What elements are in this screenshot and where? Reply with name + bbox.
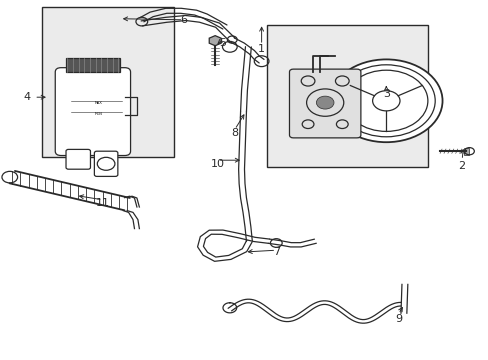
Text: 8: 8 bbox=[231, 128, 238, 138]
Text: 7: 7 bbox=[272, 247, 279, 257]
Text: 10: 10 bbox=[210, 159, 224, 169]
Circle shape bbox=[316, 96, 333, 109]
Text: MIN: MIN bbox=[95, 112, 103, 117]
Text: 3: 3 bbox=[382, 89, 389, 99]
FancyBboxPatch shape bbox=[66, 149, 90, 169]
FancyBboxPatch shape bbox=[55, 68, 130, 156]
Circle shape bbox=[329, 59, 442, 142]
Text: 9: 9 bbox=[394, 314, 401, 324]
Text: 11: 11 bbox=[96, 198, 109, 208]
Text: MAX: MAX bbox=[95, 100, 103, 105]
Bar bbox=[266, 25, 427, 167]
Text: 1: 1 bbox=[258, 44, 264, 54]
FancyBboxPatch shape bbox=[94, 151, 118, 176]
Text: 4: 4 bbox=[23, 92, 30, 102]
FancyBboxPatch shape bbox=[66, 58, 120, 72]
FancyBboxPatch shape bbox=[289, 69, 360, 138]
Text: 6: 6 bbox=[180, 15, 186, 25]
Text: 2: 2 bbox=[458, 161, 465, 171]
Bar bbox=[41, 7, 173, 157]
Text: 5: 5 bbox=[219, 38, 225, 48]
Bar bbox=[463, 148, 468, 155]
